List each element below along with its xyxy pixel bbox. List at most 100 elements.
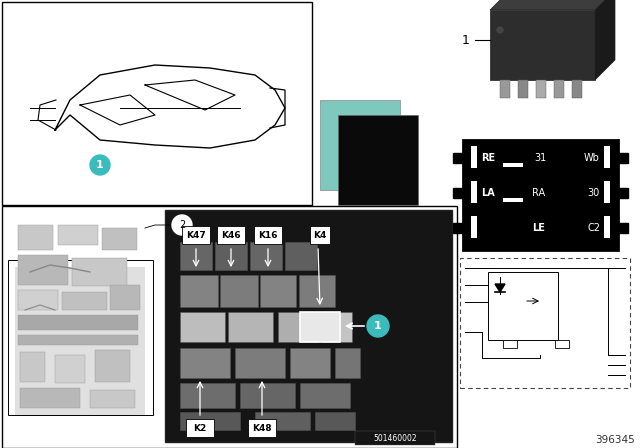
- Bar: [58, 225, 98, 245]
- Bar: [285, 242, 317, 270]
- Bar: [8, 260, 153, 415]
- Bar: [2, 206, 457, 448]
- Bar: [471, 146, 477, 168]
- Text: 1: 1: [96, 160, 104, 170]
- Text: K16: K16: [259, 231, 278, 240]
- Bar: [180, 242, 212, 270]
- Bar: [278, 312, 318, 342]
- Text: 396345: 396345: [595, 435, 635, 445]
- Text: Wb: Wb: [584, 153, 600, 163]
- Bar: [15, 267, 145, 415]
- Bar: [500, 80, 510, 98]
- Bar: [490, 10, 595, 80]
- FancyBboxPatch shape: [310, 226, 330, 244]
- Bar: [180, 383, 235, 408]
- Bar: [503, 163, 523, 167]
- Bar: [299, 275, 335, 307]
- Bar: [338, 115, 418, 205]
- Polygon shape: [618, 153, 628, 163]
- Bar: [471, 181, 477, 203]
- Text: 2: 2: [186, 228, 202, 248]
- Circle shape: [172, 215, 192, 235]
- Bar: [463, 140, 618, 250]
- Polygon shape: [453, 153, 463, 163]
- Bar: [18, 225, 53, 250]
- FancyBboxPatch shape: [254, 226, 282, 244]
- Bar: [72, 258, 127, 286]
- Text: K47: K47: [186, 231, 206, 240]
- Bar: [315, 412, 355, 430]
- Bar: [460, 258, 630, 388]
- Bar: [290, 348, 330, 378]
- Bar: [220, 275, 258, 307]
- Bar: [255, 412, 310, 430]
- Polygon shape: [490, 0, 615, 10]
- Bar: [355, 431, 435, 445]
- Bar: [250, 242, 282, 270]
- Polygon shape: [618, 223, 628, 233]
- Text: LE: LE: [532, 223, 545, 233]
- Bar: [300, 312, 340, 342]
- Polygon shape: [618, 188, 628, 198]
- Polygon shape: [453, 188, 463, 198]
- Bar: [503, 340, 517, 348]
- Bar: [503, 198, 523, 202]
- Polygon shape: [453, 223, 463, 233]
- Bar: [604, 181, 610, 203]
- Text: C2: C2: [587, 223, 600, 233]
- FancyBboxPatch shape: [182, 226, 210, 244]
- Bar: [62, 292, 107, 310]
- Text: RE: RE: [481, 153, 495, 163]
- Text: 30: 30: [588, 188, 600, 198]
- Text: 501460002: 501460002: [373, 434, 417, 443]
- Bar: [604, 146, 610, 168]
- Bar: [20, 388, 80, 408]
- Circle shape: [497, 27, 503, 33]
- Bar: [300, 383, 350, 408]
- Bar: [260, 275, 296, 307]
- Bar: [180, 275, 218, 307]
- FancyBboxPatch shape: [248, 419, 276, 437]
- Polygon shape: [495, 284, 505, 292]
- Bar: [488, 272, 558, 340]
- Bar: [240, 383, 295, 408]
- Text: K2: K2: [193, 423, 207, 432]
- Text: 1: 1: [374, 321, 382, 331]
- Circle shape: [367, 315, 389, 337]
- Bar: [2, 2, 312, 205]
- Bar: [95, 350, 130, 382]
- Bar: [320, 100, 400, 190]
- Bar: [180, 412, 240, 430]
- FancyBboxPatch shape: [217, 226, 245, 244]
- Bar: [518, 80, 528, 98]
- Bar: [18, 290, 58, 310]
- Text: K48: K48: [252, 423, 272, 432]
- Text: K46: K46: [221, 231, 241, 240]
- Bar: [235, 348, 285, 378]
- Bar: [180, 348, 230, 378]
- Bar: [554, 80, 564, 98]
- Bar: [18, 255, 68, 285]
- Bar: [180, 312, 225, 342]
- Text: RA: RA: [532, 188, 545, 198]
- Circle shape: [90, 155, 110, 175]
- Bar: [18, 315, 138, 330]
- Text: 2: 2: [179, 220, 185, 230]
- Bar: [572, 80, 582, 98]
- Text: LA: LA: [481, 188, 495, 198]
- Bar: [55, 355, 85, 383]
- Bar: [20, 352, 45, 382]
- Bar: [471, 216, 477, 238]
- Bar: [18, 335, 138, 345]
- FancyBboxPatch shape: [186, 419, 214, 437]
- Polygon shape: [595, 0, 615, 80]
- Bar: [335, 348, 360, 378]
- Bar: [322, 312, 352, 342]
- Bar: [110, 285, 140, 310]
- Text: K4: K4: [314, 231, 326, 240]
- Bar: [102, 228, 137, 250]
- Bar: [555, 340, 569, 348]
- Bar: [604, 216, 610, 238]
- Bar: [165, 210, 452, 442]
- Bar: [215, 242, 247, 270]
